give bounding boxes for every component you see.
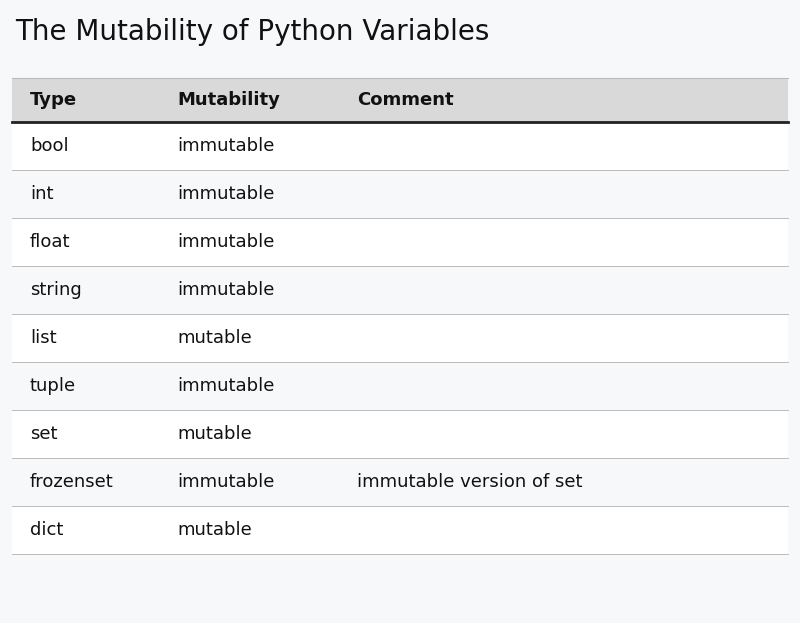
- Bar: [12, 458, 788, 506]
- Text: immutable: immutable: [177, 137, 274, 155]
- Bar: [12, 122, 788, 170]
- Text: frozenset: frozenset: [30, 473, 114, 491]
- Text: The Mutability of Python Variables: The Mutability of Python Variables: [15, 18, 490, 46]
- Bar: [12, 362, 788, 410]
- Bar: [12, 410, 788, 458]
- Bar: [12, 314, 788, 362]
- Text: immutable version of set: immutable version of set: [357, 473, 582, 491]
- Text: immutable: immutable: [177, 233, 274, 251]
- Text: string: string: [30, 281, 82, 299]
- Text: mutable: mutable: [177, 425, 252, 443]
- Bar: [12, 266, 788, 314]
- Text: immutable: immutable: [177, 473, 274, 491]
- Text: mutable: mutable: [177, 521, 252, 539]
- Text: immutable: immutable: [177, 281, 274, 299]
- Text: Mutability: Mutability: [177, 91, 280, 109]
- Text: immutable: immutable: [177, 377, 274, 395]
- Text: immutable: immutable: [177, 185, 274, 203]
- Text: set: set: [30, 425, 58, 443]
- Text: Comment: Comment: [357, 91, 454, 109]
- Text: bool: bool: [30, 137, 69, 155]
- Bar: [12, 506, 788, 554]
- Text: float: float: [30, 233, 70, 251]
- Bar: [12, 218, 788, 266]
- Text: int: int: [30, 185, 54, 203]
- Bar: [12, 170, 788, 218]
- Text: mutable: mutable: [177, 329, 252, 347]
- Bar: [12, 78, 788, 122]
- Text: list: list: [30, 329, 57, 347]
- Text: tuple: tuple: [30, 377, 76, 395]
- Text: dict: dict: [30, 521, 63, 539]
- Text: Type: Type: [30, 91, 77, 109]
